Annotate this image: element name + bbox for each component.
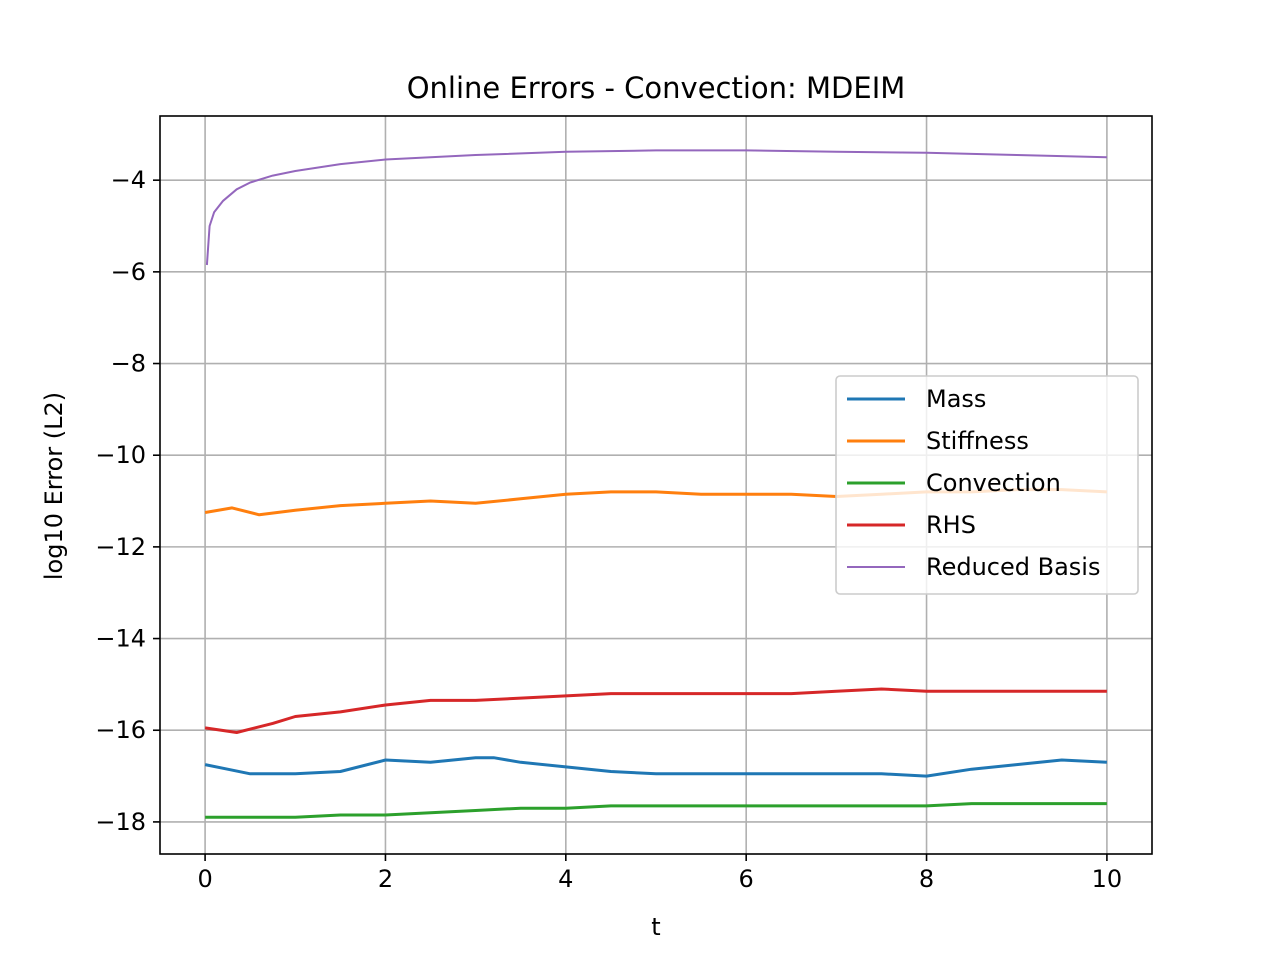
chart-title: Online Errors - Convection: MDEIM — [407, 71, 906, 105]
legend-label-reduced-basis: Reduced Basis — [926, 553, 1100, 581]
y-tick-label: −4 — [111, 166, 146, 194]
axis-ticks: 0 2 4 6 8 10 −18 −16 −14 −12 −10 −8 −6 −4 — [95, 166, 1122, 893]
series-line-mass — [204, 756, 1107, 778]
legend-label-stiffness: Stiffness — [926, 427, 1029, 455]
y-tick-label: −10 — [95, 441, 146, 469]
x-tick-label: 4 — [558, 865, 573, 893]
y-tick-label: −8 — [111, 350, 146, 378]
y-tick-label: −12 — [95, 533, 146, 561]
x-tick-label: 8 — [919, 865, 934, 893]
legend-label-rhs: RHS — [926, 511, 976, 539]
y-tick-label: −14 — [95, 625, 146, 653]
legend-label-convection: Convection — [926, 469, 1061, 497]
y-tick-label: −16 — [95, 716, 146, 744]
x-tick-label: 10 — [1092, 865, 1123, 893]
y-tick-label: −18 — [95, 808, 146, 836]
y-axis-label: log10 Error (L2) — [40, 392, 68, 580]
y-tick-label: −6 — [111, 258, 146, 286]
x-tick-label: 6 — [739, 865, 754, 893]
plot-frame — [159, 115, 1153, 855]
legend: Mass Stiffness Convection RHS Reduced Basis — [835, 375, 1139, 595]
series-line-convection — [205, 802, 1107, 819]
x-tick-label: 2 — [378, 865, 393, 893]
series-line-reduced-basis — [205, 149, 1107, 266]
legend-label-mass: Mass — [926, 385, 986, 413]
x-axis-label: t — [651, 913, 660, 941]
series-line-rhs — [204, 687, 1107, 734]
x-tick-label: 0 — [197, 865, 212, 893]
legend-box — [835, 375, 1139, 595]
